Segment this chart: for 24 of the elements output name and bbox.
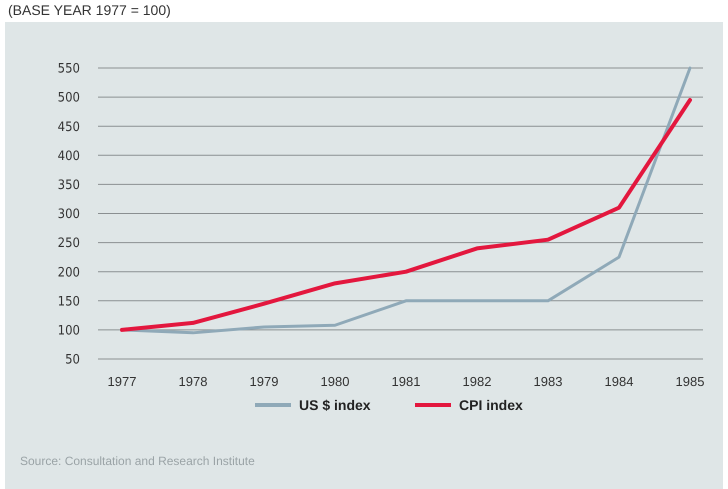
x-tick-label: 1979	[250, 374, 278, 389]
legend-label: US $ index	[299, 396, 371, 413]
y-tick-label: 350	[58, 178, 80, 193]
y-tick-label: 500	[58, 90, 80, 106]
x-tick-label: 1977	[108, 374, 136, 389]
y-tick-label: 300	[58, 207, 80, 222]
y-tick-label: 550	[58, 62, 80, 77]
chart-subtitle: (BASE YEAR 1977 = 100)	[8, 2, 171, 18]
source-note: Source: Consultation and Research Institute	[20, 454, 256, 468]
y-tick-label: 150	[58, 294, 80, 310]
y-tick-label: 450	[58, 120, 80, 135]
x-tick-label: 1981	[392, 374, 420, 389]
x-tick-label: 1980	[320, 374, 350, 389]
x-tick-label: 1984	[604, 374, 634, 389]
x-tick-label: 1985	[676, 374, 704, 389]
x-tick-label: 1978	[178, 374, 208, 389]
y-tick-label: 200	[58, 265, 80, 280]
y-tick-label: 250	[58, 236, 80, 252]
x-tick-label: 1982	[462, 374, 492, 389]
y-tick-label: 50	[65, 352, 80, 368]
y-tick-label: 400	[58, 148, 80, 164]
x-tick-label: 1983	[534, 374, 562, 389]
y-tick-label: 100	[58, 323, 80, 338]
legend-label: CPI index	[459, 396, 524, 413]
